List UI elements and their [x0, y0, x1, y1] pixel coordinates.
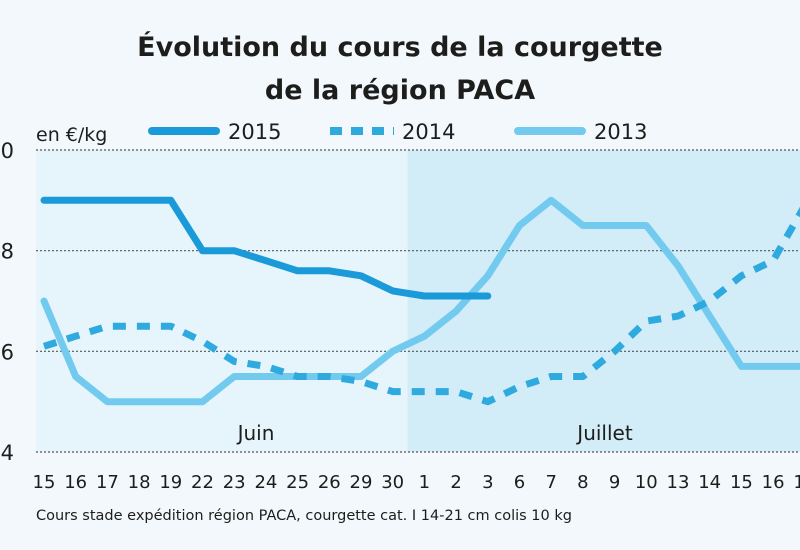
x-tick-label: 1: [419, 472, 430, 493]
series-line-2015: [40, 196, 492, 300]
series-line-2013: [40, 196, 800, 406]
series-line-2014: [42, 206, 800, 406]
x-axis-ticks: 15 16 17 18 19 22 23 24 25 26 29 30 1 2 3 6 7 8 9 10 13 14 15 1…: [33, 472, 800, 493]
band-june: [36, 150, 408, 452]
x-tick-label: 15: [33, 472, 56, 493]
legend-label-2015: 2015: [228, 120, 281, 144]
legend: 2015 2014 2013: [148, 120, 647, 144]
chart-title-line2: de la région PACA: [265, 75, 535, 106]
x-tick-label: 7: [545, 472, 556, 493]
x-tick-label: 8: [577, 472, 588, 493]
y-axis-ticks: 10 8 6 4: [0, 139, 14, 465]
x-tick-label: 25: [286, 472, 309, 493]
x-tick-label: 3: [482, 472, 493, 493]
source-note: Cours stade expédition région PACA, cour…: [36, 508, 572, 524]
legend-label-2014: 2014: [402, 120, 455, 144]
x-tick-label: 16: [762, 472, 785, 493]
series-lines: [40, 196, 800, 406]
y-tick-label: 4: [1, 441, 14, 465]
month-labels: Juin Juillet: [236, 421, 633, 445]
y-tick-label: 6: [1, 340, 14, 364]
x-tick-label: 13: [667, 472, 690, 493]
x-tick-label: 6: [514, 472, 525, 493]
x-tick-label: 15: [730, 472, 753, 493]
x-tick-label: 30: [381, 472, 404, 493]
legend-label-2013: 2013: [594, 120, 647, 144]
y-axis-unit-label: en €/kg: [36, 124, 107, 146]
x-tick-label: 24: [254, 472, 277, 493]
x-tick-label: 18: [128, 472, 151, 493]
chart-title-line1: Évolution du cours de la courgette: [137, 31, 663, 63]
x-tick-label: 17: [793, 472, 800, 493]
x-tick-label: 9: [609, 472, 620, 493]
x-tick-label: 14: [698, 472, 721, 493]
x-tick-label: 2: [450, 472, 461, 493]
x-tick-label: 29: [350, 472, 373, 493]
x-tick-label: 26: [318, 472, 341, 493]
band-july: [407, 150, 800, 452]
x-tick-label: 23: [223, 472, 246, 493]
y-tick-label: 8: [1, 240, 14, 264]
month-label-juin: Juin: [236, 421, 275, 445]
x-tick-label: 22: [191, 472, 214, 493]
y-tick-label: 10: [0, 139, 14, 163]
x-tick-label: 17: [96, 472, 119, 493]
x-tick-label: 19: [159, 472, 182, 493]
month-bands: [36, 150, 800, 452]
x-tick-label: 10: [635, 472, 658, 493]
x-tick-label: 16: [64, 472, 87, 493]
month-label-juillet: Juillet: [575, 421, 633, 445]
grid-lines: [36, 149, 800, 453]
